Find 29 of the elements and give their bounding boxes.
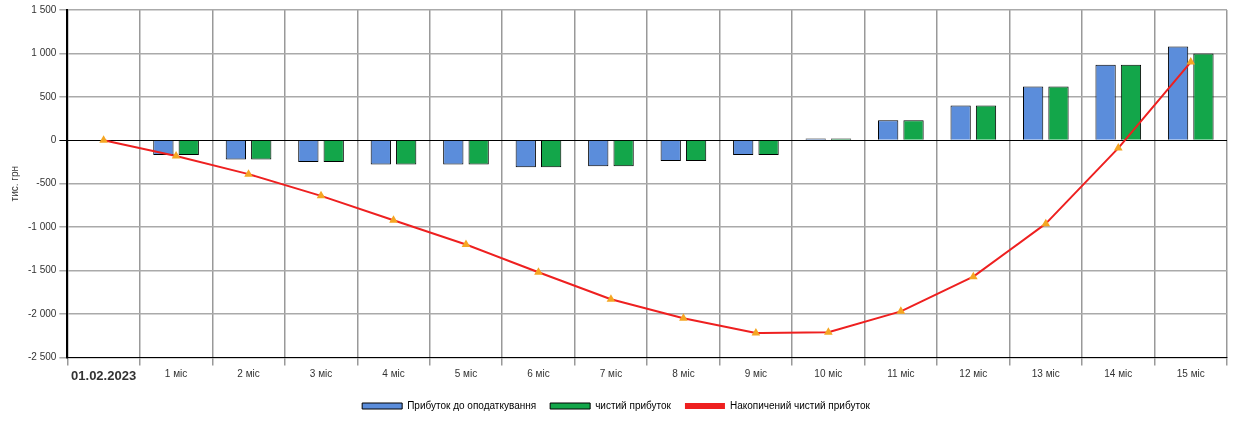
x-tick-label: 12 міс	[959, 368, 988, 380]
x-tick-label: 4 міс	[382, 368, 405, 380]
legend-label: Накопичений чистий прибуток	[729, 399, 871, 411]
y-tick-label: -1 000	[28, 220, 57, 232]
x-tick-label: 15 міс	[1176, 368, 1205, 380]
x-tick-label: 8 міс	[672, 368, 695, 380]
y-tick-label: -2 500	[28, 351, 57, 363]
x-tick-label: 1 міс	[164, 368, 188, 380]
x-tick-label: 5 міс	[454, 368, 478, 380]
x-tick-label: 3 міс	[309, 368, 333, 380]
legend-label: Прибуток до оподаткування	[407, 399, 537, 411]
x-tick-label: 11 міс	[887, 368, 915, 380]
y-tick-label: -500	[36, 177, 57, 189]
x-tick-label: 01.02.2023	[71, 367, 137, 383]
y-axis-title: тис. грн	[8, 165, 20, 202]
y-tick-label: -1 500	[28, 264, 57, 276]
x-tick-label: 9 міс	[744, 368, 768, 380]
x-tick-label: 6 міс	[527, 368, 550, 380]
x-tick-label: 14 міс	[1104, 368, 1133, 380]
y-tick-label: 0	[50, 134, 57, 146]
y-tick-label: 500	[39, 90, 57, 102]
x-tick-label: 2 міс	[237, 368, 260, 380]
legend-label: чистий прибуток	[595, 399, 672, 411]
x-tick-label: 7 міс	[599, 368, 623, 380]
x-tick-label: 10 міс	[814, 368, 843, 380]
y-tick-label: -2 000	[28, 307, 57, 319]
y-tick-label: 1 000	[31, 47, 57, 59]
y-tick-label: 1 500	[31, 3, 57, 15]
x-tick-label: 13 міс	[1031, 368, 1060, 380]
